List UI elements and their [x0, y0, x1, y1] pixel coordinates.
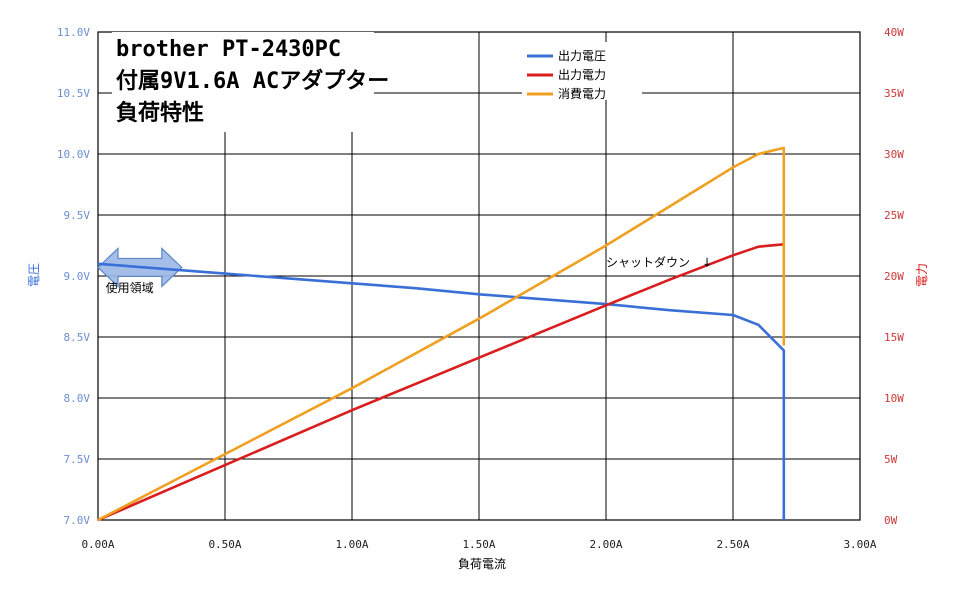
series-layer [97, 146, 786, 522]
annotations: 使用領域 シャットダウン ↓ [106, 255, 712, 296]
y-right-tick-label: 10W [884, 392, 904, 405]
y-right-tick-label: 40W [884, 26, 904, 39]
chart-title: brother PT-2430PC 付属9V1.6A ACアダプター 負荷特性 [112, 32, 389, 132]
x-axis-ticks: 0.00A 0.50A 1.00A 1.50A 2.00A 2.50A 3.00A [81, 538, 876, 551]
y-left-tick-label: 8.5V [64, 331, 91, 344]
x-tick-label: 2.50A [716, 538, 749, 551]
shutdown-label: シャットダウン ↓ [606, 255, 712, 270]
y-right-tick-label: 20W [884, 270, 904, 283]
y-right-tick-label: 0W [884, 514, 898, 527]
y-right-tick-label: 5W [884, 453, 898, 466]
x-tick-label: 1.50A [462, 538, 495, 551]
y-left-tick-label: 7.0V [64, 514, 91, 527]
y-right-tick-label: 25W [884, 209, 904, 222]
left-axis-ticks: 7.0V 7.5V 8.0V 8.5V 9.0V 9.5V 10.0V 10.5V 11.0V [57, 26, 90, 527]
series-line-出力電圧 [97, 262, 786, 520]
y-left-tick-label: 9.5V [64, 209, 91, 222]
y-right-tick-label: 35W [884, 87, 904, 100]
x-axis-title: 負荷電流 [458, 557, 506, 571]
series-line-出力電力 [97, 243, 784, 522]
x-tick-label: 3.00A [843, 538, 876, 551]
title-line-2: 付属9V1.6A ACアダプター [116, 68, 389, 94]
x-tick-label: 0.00A [81, 538, 114, 551]
y-right-tick-label: 15W [884, 331, 904, 344]
legend-background [522, 42, 642, 100]
legend-entry: 消費電力 [558, 86, 606, 101]
legend-entry: 出力電圧 [558, 49, 606, 63]
x-tick-label: 2.00A [589, 538, 622, 551]
x-tick-label: 1.00A [335, 538, 368, 551]
series-line-消費電力 [97, 146, 786, 522]
title-line-1: brother PT-2430PC [116, 37, 341, 62]
title-line-3: 負荷特性 [116, 100, 204, 126]
y-left-tick-label: 10.0V [57, 148, 90, 161]
usage-region-label: 使用領域 [106, 280, 154, 295]
y-right-axis-title: 電力 [915, 263, 929, 287]
legend-entry: 出力電力 [558, 68, 606, 82]
y-left-tick-label: 11.0V [57, 26, 90, 39]
y-right-tick-label: 30W [884, 148, 904, 161]
y-left-tick-label: 9.0V [64, 270, 91, 283]
plot-border [97, 31, 861, 521]
right-axis-ticks: 0W 5W 10W 15W 20W 25W 30W 35W 40W [884, 26, 904, 527]
y-left-tick-label: 8.0V [64, 392, 91, 405]
y-left-axis-title: 電圧 [27, 263, 41, 287]
x-tick-label: 0.50A [208, 538, 241, 551]
title-background [112, 32, 374, 132]
y-left-tick-label: 7.5V [64, 453, 91, 466]
grid-lines [97, 31, 861, 521]
y-left-tick-label: 10.5V [57, 87, 90, 100]
plot-area-frame [97, 31, 861, 521]
